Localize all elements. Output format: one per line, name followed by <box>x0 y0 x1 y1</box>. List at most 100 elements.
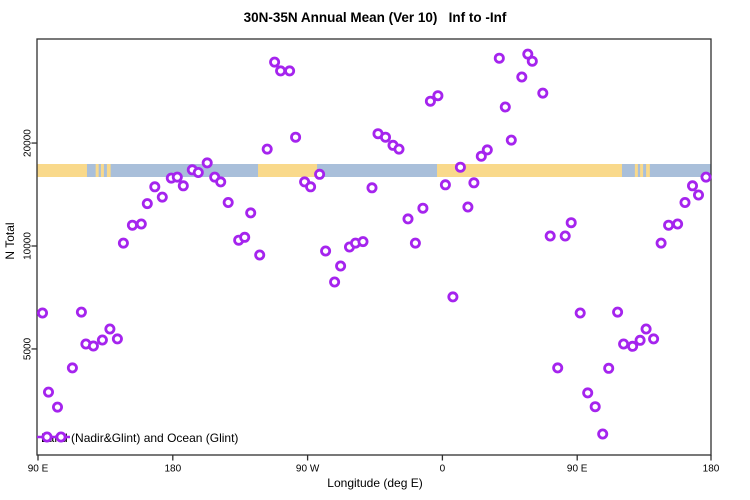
data-point <box>634 334 646 346</box>
data-point <box>135 218 147 230</box>
x-tick-label: 180 <box>703 464 720 475</box>
data-point <box>565 217 577 229</box>
map-strip-land-segment <box>634 164 638 177</box>
data-point <box>96 334 108 346</box>
data-point <box>261 143 273 155</box>
map-strip-land-segment <box>106 164 111 177</box>
data-point <box>493 52 505 64</box>
data-point <box>192 166 204 178</box>
data-point <box>679 196 691 208</box>
map-strip-land-segment <box>437 164 622 177</box>
data-point <box>672 218 684 230</box>
data-point <box>126 219 138 231</box>
data-point <box>516 71 528 83</box>
data-point <box>239 231 251 243</box>
data-point <box>505 134 517 146</box>
data-point <box>275 65 287 77</box>
data-point <box>149 181 161 193</box>
data-point <box>320 245 332 257</box>
data-point <box>290 131 302 143</box>
data-point <box>329 276 341 288</box>
x-tick-label: 0 <box>440 464 446 475</box>
plot-frame <box>36 38 712 456</box>
data-point <box>104 323 116 335</box>
data-point <box>589 401 601 413</box>
x-tick-label: 90 E <box>28 464 49 475</box>
data-point <box>462 201 474 213</box>
y-tick-label: 5000 <box>23 337 34 360</box>
map-strip-land-segment <box>100 164 104 177</box>
legend-label: Land (Nadir&Glint) and Ocean (Glint) <box>41 430 239 445</box>
data-point <box>687 180 699 192</box>
data-point <box>612 306 624 318</box>
data-point <box>499 101 511 113</box>
data-point <box>559 230 571 242</box>
data-point <box>574 307 586 319</box>
map-strip-land-segment <box>37 164 87 177</box>
data-point <box>87 340 99 352</box>
x-axis-title: Longitude (deg E) <box>327 476 423 490</box>
data-point <box>700 171 712 183</box>
data-point <box>447 291 459 303</box>
data-point <box>640 323 652 335</box>
data-point <box>171 171 183 183</box>
data-point <box>75 306 87 318</box>
data-point <box>627 340 639 352</box>
data-point <box>655 237 667 249</box>
data-point <box>526 55 538 67</box>
data-point <box>305 181 317 193</box>
data-point <box>269 56 281 68</box>
data-point <box>603 362 615 374</box>
x-tick-label: 180 <box>164 464 181 475</box>
data-point <box>111 333 123 345</box>
data-point <box>66 362 78 374</box>
data-point <box>37 307 49 319</box>
data-point <box>663 219 675 231</box>
data-point <box>284 65 296 77</box>
x-tick-label: 90 W <box>296 464 320 475</box>
map-strip-land-segment <box>640 164 644 177</box>
data-point <box>597 428 609 440</box>
chart-title: 30N-35N Annual Mean (Ver 10) Inf to -Inf <box>243 10 507 25</box>
data-point <box>335 260 347 272</box>
map-strip-land-segment <box>258 164 318 177</box>
data-point <box>43 386 55 398</box>
data-point <box>254 249 266 261</box>
data-point <box>544 230 556 242</box>
data-point <box>424 95 436 107</box>
data-point <box>117 237 129 249</box>
y-tick-label: 20000 <box>23 129 34 157</box>
data-point <box>454 161 466 173</box>
data-point <box>52 401 64 413</box>
x-tick-label: 90 E <box>567 464 588 475</box>
data-point <box>366 182 378 194</box>
data-point <box>409 237 421 249</box>
data-point <box>402 213 414 225</box>
data-point <box>552 362 564 374</box>
legend-marker-icon <box>37 431 70 443</box>
map-strip-land-segment <box>646 164 650 177</box>
y-axis-title: N Total <box>3 222 17 260</box>
data-point <box>537 87 549 99</box>
data-point <box>481 144 493 156</box>
data-point <box>222 196 234 208</box>
data-point <box>156 191 168 203</box>
data-point <box>393 143 405 155</box>
data-point <box>618 338 630 350</box>
data-point <box>245 207 257 219</box>
data-point <box>439 179 451 191</box>
data-point <box>417 202 429 214</box>
data-point <box>357 236 369 248</box>
data-point <box>201 157 213 169</box>
data-point <box>215 176 227 188</box>
data-point <box>379 131 391 143</box>
data-point <box>582 387 594 399</box>
y-tick-label: 10000 <box>23 232 34 260</box>
data-point <box>468 177 480 189</box>
map-strip-land-segment <box>95 164 99 177</box>
data-point <box>475 150 487 162</box>
data-point <box>141 198 153 210</box>
data-point <box>314 168 326 180</box>
